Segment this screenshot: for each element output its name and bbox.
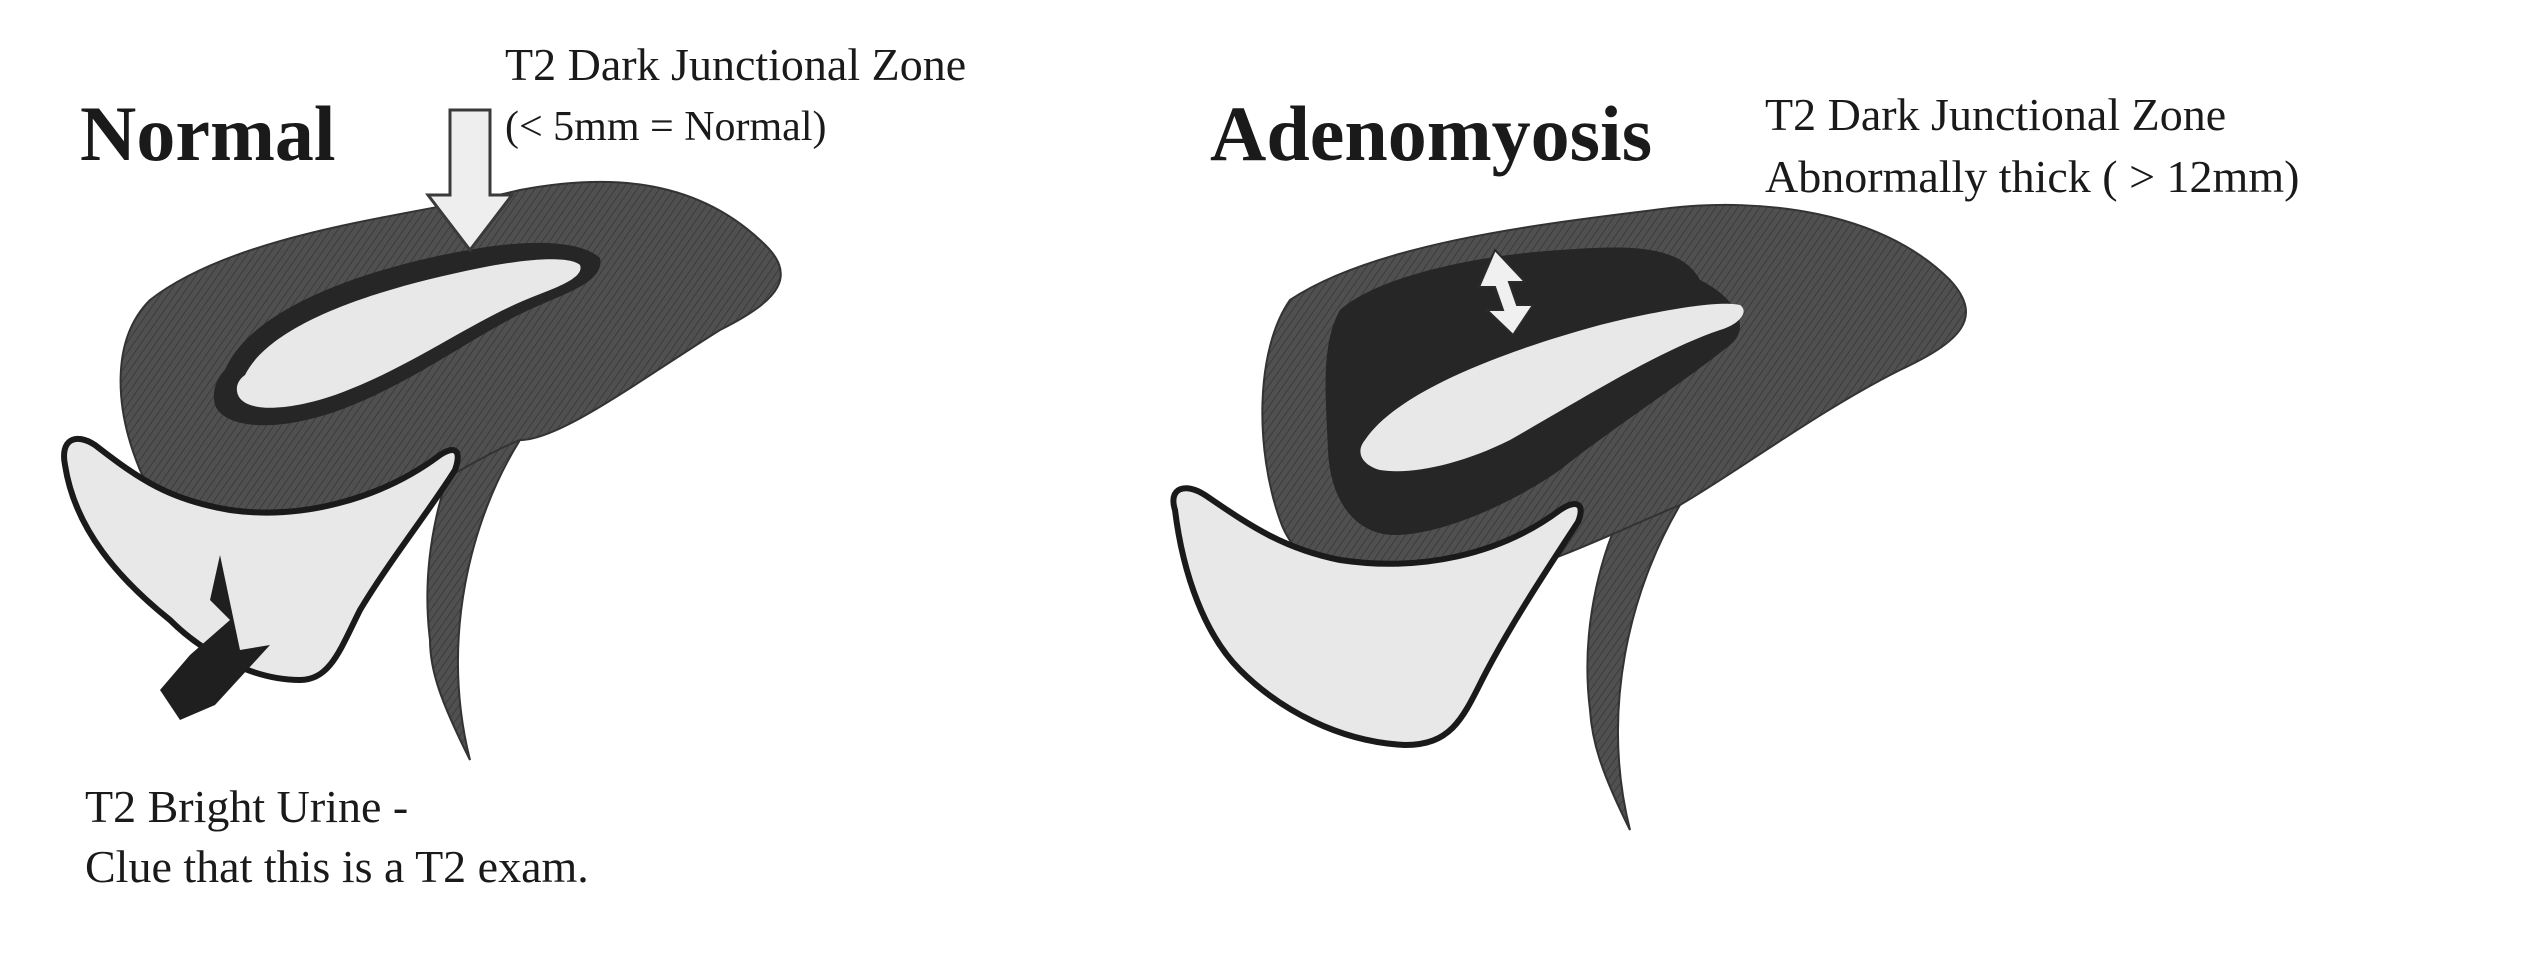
normal-urine-label-line2: Clue that this is a T2 exam. — [85, 841, 589, 892]
normal-jz-label-line1: T2 Dark Junctional Zone — [505, 39, 966, 90]
normal-jz-label-line2: (< 5mm = Normal) — [505, 104, 826, 150]
normal-urine-label-line1: T2 Bright Urine - — [85, 781, 408, 832]
adenomyosis-panel: Adenomyosis T2 Dark Junctional Zone Abno… — [1170, 89, 2299, 831]
normal-bladder — [61, 435, 461, 684]
adenomyosis-bladder — [1170, 485, 1584, 749]
adenomyosis-endometrium — [1360, 303, 1744, 472]
adenomyosis-double-arrow-icon — [1477, 248, 1535, 337]
adenomyosis-heading: Adenomyosis — [1210, 90, 1652, 177]
normal-endometrium — [236, 259, 581, 408]
normal-cervix — [426, 408, 522, 761]
normal-black-arrow-icon — [160, 555, 270, 720]
normal-panel: Normal T2 Dark Junctional Zone (< 5mm = … — [61, 39, 966, 892]
normal-white-arrow-icon — [424, 108, 516, 253]
adenomyosis-jz-label-line1: T2 Dark Junctional Zone — [1765, 89, 2226, 140]
adenomyosis-cervix — [1586, 478, 1682, 831]
normal-heading: Normal — [80, 90, 336, 177]
adenomyosis-jz-label-line2: Abnormally thick ( > 12mm) — [1765, 151, 2299, 202]
